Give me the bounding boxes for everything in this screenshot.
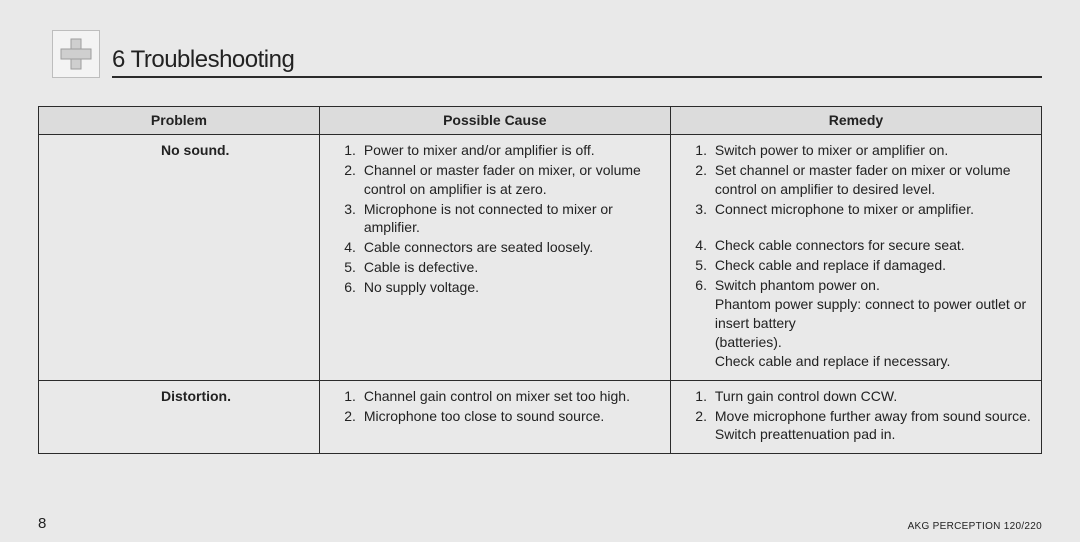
table-header-row: Problem Possible Cause Remedy [39,107,1042,135]
page-footer: 8 AKG PERCEPTION 120/220 [38,515,1042,532]
remedy-item: Connect microphone to mixer or amplifier… [711,200,1031,219]
remedy-item: Check cable connectors for secure seat. [711,236,1031,255]
remedy-item: Switch phantom power on.Phantom power su… [711,276,1031,370]
document-id: AKG PERCEPTION 120/220 [908,521,1042,532]
cause-item: Microphone too close to sound source. [360,407,660,426]
remedy-item: Turn gain control down CCW. [711,387,1031,406]
cause-item: Cable is defective. [360,258,660,277]
heading-underline: 6 Troubleshooting [112,46,1042,78]
remedy-subline: Check cable and replace if necessary. [715,352,1031,371]
remedy-item: Check cable and replace if damaged. [711,256,1031,275]
cause-item: Channel or master fader on mixer, or vol… [360,161,660,199]
problem-label: Distortion. [49,387,309,406]
col-header-problem: Problem [39,107,320,135]
page-number: 8 [38,515,46,532]
remedy-item: Move microphone further away from sound … [711,407,1031,445]
plus-icon [52,30,100,78]
troubleshooting-table: Problem Possible Cause Remedy No sound. P… [38,106,1042,454]
problem-label: No sound. [49,141,309,160]
cause-item: Power to mixer and/or amplifier is off. [360,141,660,160]
col-header-cause: Possible Cause [319,107,670,135]
cause-item: Cable connectors are seated loosely. [360,238,660,257]
cause-cell: Power to mixer and/or amplifier is off.C… [319,134,670,380]
problem-cell: Distortion. [39,380,320,454]
remedy-subline: Phantom power supply: connect to power o… [715,295,1031,333]
cause-item: Microphone is not connected to mixer or … [360,200,660,238]
section-heading: 6 Troubleshooting [112,46,294,73]
cause-item: No supply voltage. [360,278,660,297]
remedy-cell: Switch power to mixer or amplifier on.Se… [670,134,1041,380]
cause-cell: Channel gain control on mixer set too hi… [319,380,670,454]
remedy-subline: (batteries). [715,333,1031,352]
remedy-subline: Switch preattenuation pad in. [715,425,1031,444]
problem-cell: No sound. [39,134,320,380]
remedy-cell: Turn gain control down CCW.Move micropho… [670,380,1041,454]
remedy-item: Switch power to mixer or amplifier on. [711,141,1031,160]
section-heading-row: 6 Troubleshooting [52,18,1042,78]
table-row: Distortion. Channel gain control on mixer… [39,380,1042,454]
remedy-item: Set channel or master fader on mixer or … [711,161,1031,199]
table-row: No sound. Power to mixer and/or amplifier… [39,134,1042,380]
cause-item: Channel gain control on mixer set too hi… [360,387,660,406]
col-header-remedy: Remedy [670,107,1041,135]
manual-page: 6 Troubleshooting Problem Possible Cause… [0,0,1080,542]
